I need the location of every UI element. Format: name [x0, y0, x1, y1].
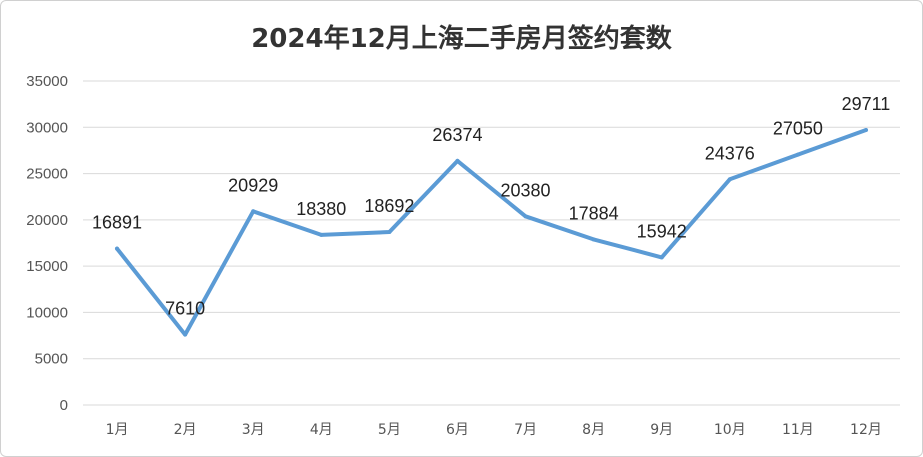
series-line [115, 128, 868, 337]
data-point [523, 214, 528, 219]
data-label: 18692 [364, 196, 414, 216]
data-label: 15942 [637, 221, 687, 241]
data-label: 16891 [92, 213, 142, 233]
x-tick-label: 9月 [650, 422, 673, 438]
x-tick-label: 12月 [850, 422, 882, 438]
y-tick-label: 10000 [26, 304, 68, 321]
data-point [659, 255, 664, 260]
chart-title: 2024年12月上海二手房月签约套数 [251, 24, 672, 54]
x-tick-label: 4月 [310, 422, 333, 438]
data-point [387, 229, 392, 234]
data-label: 29711 [842, 94, 891, 114]
x-tick-label: 10月 [714, 422, 746, 438]
data-point [319, 232, 324, 237]
y-tick-label: 25000 [26, 166, 68, 183]
data-label: 26374 [432, 125, 482, 145]
x-tick-label: 5月 [378, 422, 401, 438]
data-label: 18380 [296, 199, 346, 219]
series-line-layer [115, 127, 868, 337]
y-tick-label: 5000 [35, 351, 68, 368]
x-tick-label: 6月 [446, 422, 469, 438]
data-label: 7610 [165, 299, 205, 319]
y-tick-label: 35000 [26, 73, 68, 90]
data-point [183, 332, 188, 337]
x-tick-label: 8月 [582, 422, 605, 438]
data-point [795, 152, 800, 157]
data-label: 20380 [501, 180, 551, 200]
y-axis-ticks: 0 5000 10000 15000 20000 25000 30000 35000 [26, 73, 68, 414]
x-tick-label: 11月 [782, 422, 814, 438]
data-point [863, 127, 868, 132]
y-tick-label: 20000 [26, 212, 68, 229]
data-point [251, 209, 256, 214]
x-tick-label: 7月 [514, 422, 537, 438]
x-tick-label: 2月 [174, 422, 197, 438]
y-tick-label: 30000 [26, 119, 68, 136]
data-label: 24376 [705, 143, 755, 163]
y-tick-label: 0 [60, 397, 68, 414]
x-tick-label: 1月 [106, 422, 129, 438]
data-point [591, 237, 596, 242]
y-tick-label: 15000 [26, 258, 68, 275]
data-label: 20929 [228, 175, 278, 195]
data-label: 17884 [569, 203, 619, 223]
data-labels: 16891 7610 20929 18380 18692 26374 20380 17884 1… [92, 94, 890, 319]
data-point [455, 158, 460, 163]
data-point [115, 246, 120, 251]
data-label: 27050 [773, 119, 823, 139]
data-point [727, 177, 732, 182]
x-tick-label: 3月 [242, 422, 265, 438]
gridlines [83, 80, 900, 406]
x-axis-ticks: 1月 2月 3月 4月 5月 6月 7月 8月 9月 10月 11月 12月 [106, 422, 882, 438]
